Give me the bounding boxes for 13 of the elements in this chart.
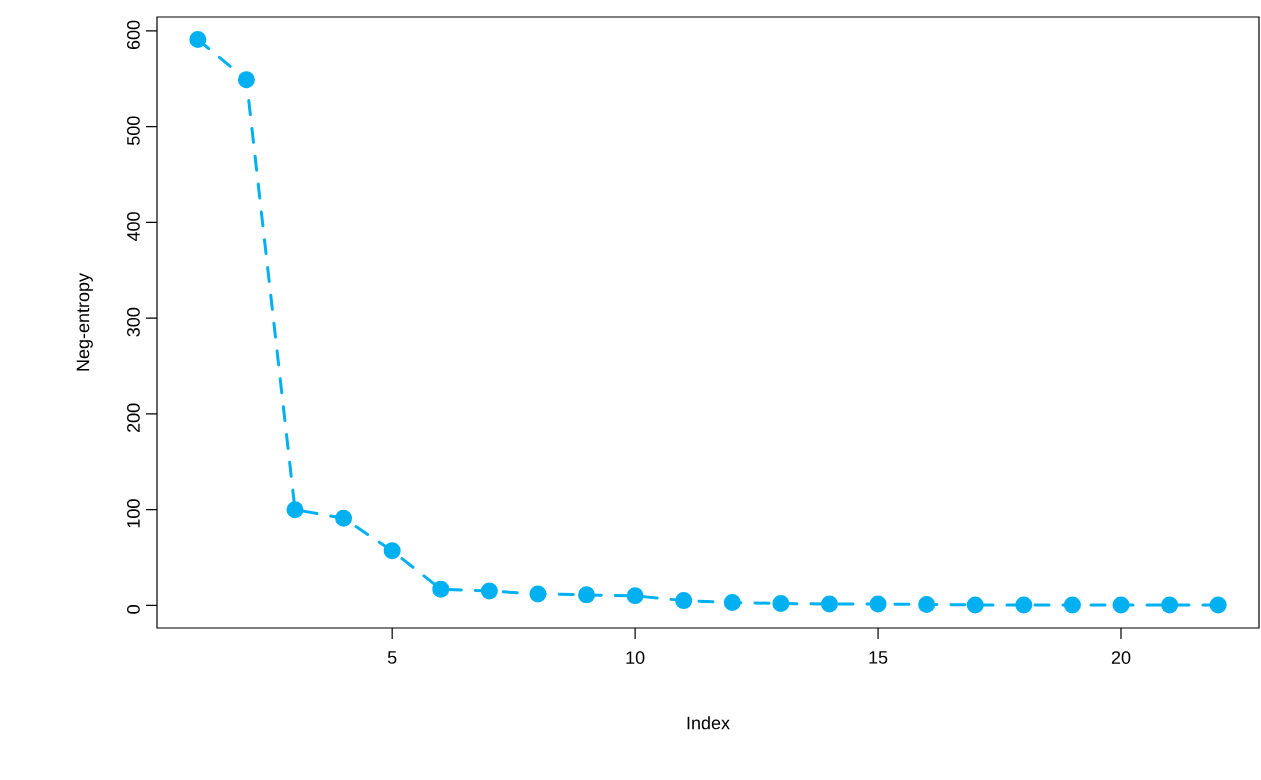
y-tick-label: 500 <box>127 116 140 146</box>
y-tick-label: 600 <box>127 20 140 50</box>
y-tick-label: 100 <box>127 499 140 528</box>
x-tick-label: 15 <box>869 651 888 664</box>
x-axis-title: Index <box>687 716 730 730</box>
y-tick-label: 0 <box>127 605 140 614</box>
y-tick-label: 200 <box>127 403 140 433</box>
y-tick-label: 300 <box>127 307 140 337</box>
y-tick-label: 400 <box>127 212 140 242</box>
x-tick-label: 5 <box>387 651 397 664</box>
x-tick-label: 10 <box>626 651 645 664</box>
x-tick-label: 20 <box>1111 651 1131 664</box>
y-axis-title: Neg-entropy <box>76 273 93 371</box>
